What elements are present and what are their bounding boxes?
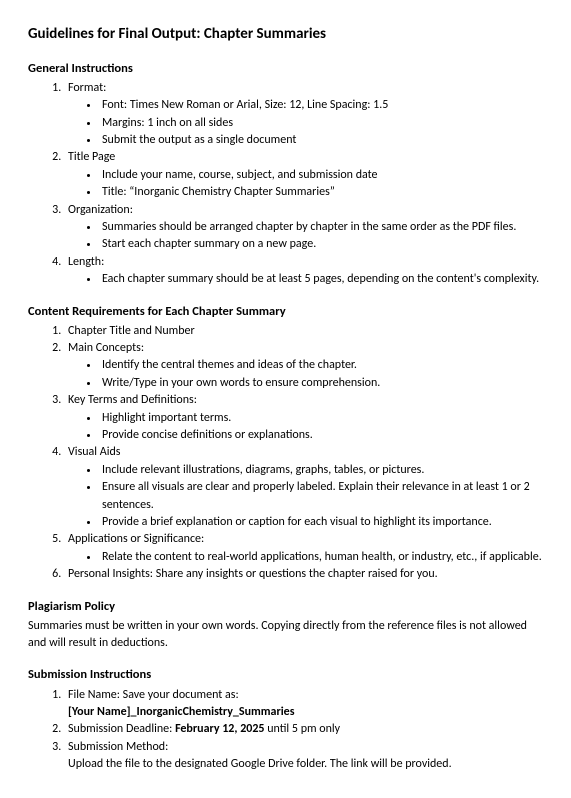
item-label: Organization:	[68, 203, 133, 217]
bullet-item: Summaries should be arranged chapter by …	[100, 219, 543, 236]
item-label: Title Page	[68, 150, 115, 164]
deadline-pre: Submission Deadline:	[68, 722, 175, 736]
bullet-item: Provide concise definitions or explanati…	[100, 427, 543, 444]
content-list: Chapter Title and Number Main Concepts: …	[28, 323, 543, 584]
list-item: Format: Font: Times New Roman or Arial, …	[64, 80, 543, 150]
list-item: Personal Insights: Share any insights or…	[64, 566, 543, 583]
item-label: Applications or Significance:	[68, 532, 204, 546]
bullet-item: Include relevant illustrations, diagrams…	[100, 462, 543, 479]
list-item: Chapter Title and Number	[64, 323, 543, 340]
general-list: Format: Font: Times New Roman or Arial, …	[28, 80, 543, 289]
bullet-item: Highlight important terms.	[100, 410, 543, 427]
bullet-item: Start each chapter summary on a new page…	[100, 236, 543, 253]
bullet-list: Include your name, course, subject, and …	[68, 167, 543, 202]
bullet-list: Highlight important terms. Provide conci…	[68, 410, 543, 445]
item-label: Visual Aids	[68, 445, 120, 459]
item-label: File Name: Save your document as:	[68, 688, 239, 702]
bullet-item: Identify the central themes and ideas of…	[100, 357, 543, 374]
deadline-post: until 5 pm only	[265, 722, 341, 736]
bullet-item: Write/Type in your own words to ensure c…	[100, 375, 543, 392]
submission-method-text: Upload the file to the designated Google…	[68, 757, 452, 771]
bullet-list: Identify the central themes and ideas of…	[68, 357, 543, 392]
bullet-list: Each chapter summary should be at least …	[68, 271, 543, 288]
item-label: Key Terms and Definitions:	[68, 393, 197, 407]
bullet-item: Each chapter summary should be at least …	[100, 271, 543, 288]
list-item: Title Page Include your name, course, su…	[64, 149, 543, 201]
bullet-list: Relate the content to real-world applica…	[68, 549, 543, 566]
list-item: Applications or Significance: Relate the…	[64, 531, 543, 566]
list-item: Organization: Summaries should be arrang…	[64, 202, 543, 254]
list-item: Visual Aids Include relevant illustratio…	[64, 444, 543, 531]
plagiarism-text: Summaries must be written in your own wo…	[28, 618, 543, 653]
section-heading-plagiarism: Plagiarism Policy	[28, 598, 543, 616]
list-item: Length: Each chapter summary should be a…	[64, 254, 543, 289]
list-item: File Name: Save your document as: [Your …	[64, 687, 543, 722]
bullet-list: Summaries should be arranged chapter by …	[68, 219, 543, 254]
bullet-item: Font: Times New Roman or Arial, Size: 12…	[100, 97, 543, 114]
page-title: Guidelines for Final Output: Chapter Sum…	[28, 24, 543, 46]
item-label: Main Concepts:	[68, 341, 144, 355]
deadline-date: February 12, 2025	[175, 722, 264, 736]
bullet-item: Provide a brief explanation or caption f…	[100, 514, 543, 531]
bullet-item: Submit the output as a single document	[100, 132, 543, 149]
section-heading-general: General Instructions	[28, 60, 543, 78]
bullet-item: Relate the content to real-world applica…	[100, 549, 543, 566]
section-heading-content: Content Requirements for Each Chapter Su…	[28, 303, 543, 321]
list-item: Key Terms and Definitions: Highlight imp…	[64, 392, 543, 444]
list-item: Submission Method: Upload the file to th…	[64, 739, 543, 774]
bullet-item: Include your name, course, subject, and …	[100, 167, 543, 184]
item-label: Format:	[68, 81, 106, 95]
bullet-list: Font: Times New Roman or Arial, Size: 12…	[68, 97, 543, 149]
submission-list: File Name: Save your document as: [Your …	[28, 687, 543, 774]
bullet-item: Title: “Inorganic Chemistry Chapter Summ…	[100, 184, 543, 201]
section-heading-submission: Submission Instructions	[28, 666, 543, 684]
list-item: Submission Deadline: February 12, 2025 u…	[64, 721, 543, 738]
list-item: Main Concepts: Identify the central them…	[64, 340, 543, 392]
bullet-item: Ensure all visuals are clear and properl…	[100, 479, 543, 514]
item-label: Length:	[68, 255, 104, 269]
bullet-item: Margins: 1 inch on all sides	[100, 115, 543, 132]
bullet-list: Include relevant illustrations, diagrams…	[68, 462, 543, 532]
item-label: Submission Method:	[68, 740, 168, 754]
